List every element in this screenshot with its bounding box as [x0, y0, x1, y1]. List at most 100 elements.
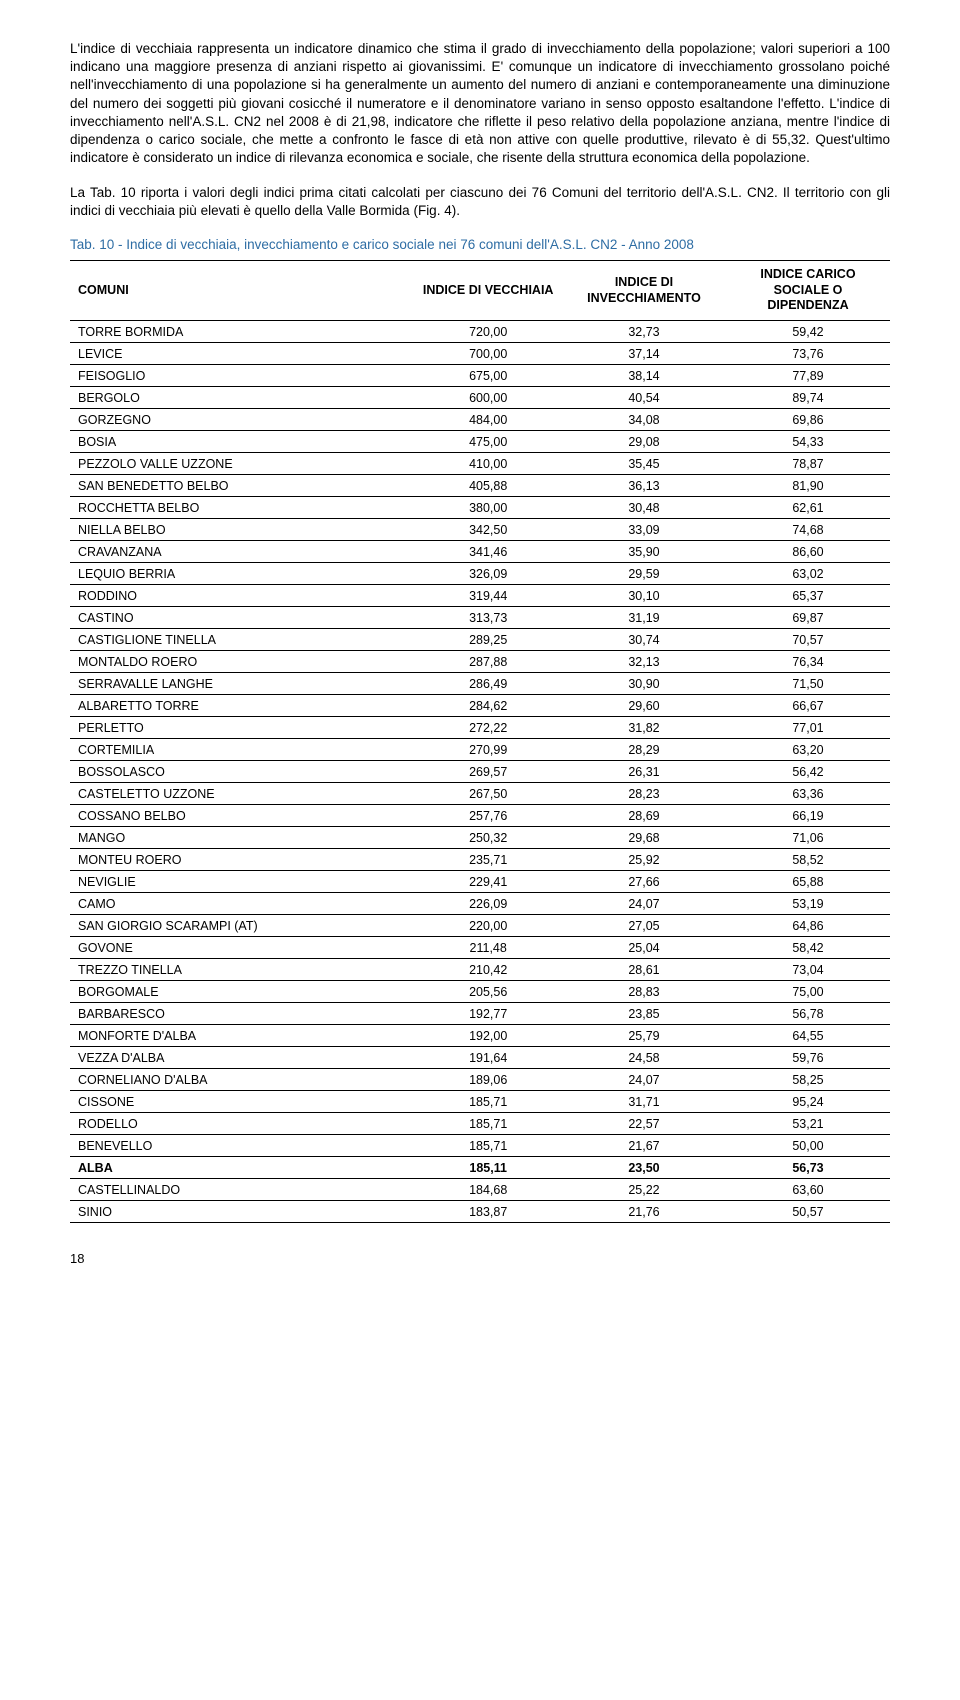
cell-name: PEZZOLO VALLE UZZONE	[70, 453, 414, 475]
cell-name: BERGOLO	[70, 387, 414, 409]
cell-name: MONTALDO ROERO	[70, 651, 414, 673]
cell-name: MONTEU ROERO	[70, 849, 414, 871]
table-row: BOSSOLASCO269,5726,3156,42	[70, 761, 890, 783]
cell-vecchiaia: 600,00	[414, 387, 562, 409]
table-row: MONTEU ROERO235,7125,9258,52	[70, 849, 890, 871]
cell-carico: 64,55	[726, 1025, 890, 1047]
cell-name: ALBARETTO TORRE	[70, 695, 414, 717]
table-row: SAN BENEDETTO BELBO405,8836,1381,90	[70, 475, 890, 497]
cell-vecchiaia: 313,73	[414, 607, 562, 629]
table-row: COSSANO BELBO257,7628,6966,19	[70, 805, 890, 827]
cell-carico: 58,52	[726, 849, 890, 871]
cell-vecchiaia: 250,32	[414, 827, 562, 849]
cell-name: ALBA	[70, 1157, 414, 1179]
table-row: MANGO250,3229,6871,06	[70, 827, 890, 849]
cell-carico: 56,73	[726, 1157, 890, 1179]
cell-vecchiaia: 410,00	[414, 453, 562, 475]
table-row: SERRAVALLE LANGHE286,4930,9071,50	[70, 673, 890, 695]
cell-vecchiaia: 192,77	[414, 1003, 562, 1025]
cell-carico: 69,87	[726, 607, 890, 629]
table-row: PEZZOLO VALLE UZZONE410,0035,4578,87	[70, 453, 890, 475]
cell-invecchiamento: 27,05	[562, 915, 726, 937]
table-row: BORGOMALE205,5628,8375,00	[70, 981, 890, 1003]
cell-vecchiaia: 211,48	[414, 937, 562, 959]
cell-name: CASTELLINALDO	[70, 1179, 414, 1201]
cell-vecchiaia: 720,00	[414, 321, 562, 343]
cell-name: RODDINO	[70, 585, 414, 607]
cell-carico: 50,00	[726, 1135, 890, 1157]
cell-carico: 71,06	[726, 827, 890, 849]
table-row: RODELLO185,7122,5753,21	[70, 1113, 890, 1135]
cell-name: CAMO	[70, 893, 414, 915]
cell-carico: 69,86	[726, 409, 890, 431]
cell-vecchiaia: 226,09	[414, 893, 562, 915]
cell-invecchiamento: 25,92	[562, 849, 726, 871]
table-row: LEQUIO BERRIA326,0929,5963,02	[70, 563, 890, 585]
cell-name: BOSIA	[70, 431, 414, 453]
cell-name: SAN GIORGIO SCARAMPI (AT)	[70, 915, 414, 937]
table-row: RODDINO319,4430,1065,37	[70, 585, 890, 607]
table-row: MONFORTE D'ALBA192,0025,7964,55	[70, 1025, 890, 1047]
table-row: GOVONE211,4825,0458,42	[70, 937, 890, 959]
cell-vecchiaia: 287,88	[414, 651, 562, 673]
cell-carico: 63,20	[726, 739, 890, 761]
table-row: CRAVANZANA341,4635,9086,60	[70, 541, 890, 563]
cell-invecchiamento: 21,67	[562, 1135, 726, 1157]
cell-carico: 89,74	[726, 387, 890, 409]
cell-invecchiamento: 34,08	[562, 409, 726, 431]
table-row: SINIO183,8721,7650,57	[70, 1201, 890, 1223]
table-row: PERLETTO272,2231,8277,01	[70, 717, 890, 739]
cell-name: GOVONE	[70, 937, 414, 959]
cell-invecchiamento: 29,08	[562, 431, 726, 453]
cell-invecchiamento: 31,71	[562, 1091, 726, 1113]
table-row: TORRE BORMIDA720,0032,7359,42	[70, 321, 890, 343]
table-row: BARBARESCO192,7723,8556,78	[70, 1003, 890, 1025]
table-row: NEVIGLIE229,4127,6665,88	[70, 871, 890, 893]
cell-invecchiamento: 22,57	[562, 1113, 726, 1135]
header-carico: INDICE CARICO SOCIALE O DIPENDENZA	[726, 261, 890, 321]
table-row: MONTALDO ROERO287,8832,1376,34	[70, 651, 890, 673]
cell-name: MANGO	[70, 827, 414, 849]
cell-carico: 66,19	[726, 805, 890, 827]
cell-vecchiaia: 272,22	[414, 717, 562, 739]
table-row: ROCCHETTA BELBO380,0030,4862,61	[70, 497, 890, 519]
cell-name: NEVIGLIE	[70, 871, 414, 893]
cell-invecchiamento: 24,07	[562, 893, 726, 915]
cell-invecchiamento: 24,58	[562, 1047, 726, 1069]
cell-vecchiaia: 185,71	[414, 1091, 562, 1113]
cell-invecchiamento: 30,90	[562, 673, 726, 695]
table-row: CISSONE185,7131,7195,24	[70, 1091, 890, 1113]
cell-name: SAN BENEDETTO BELBO	[70, 475, 414, 497]
cell-vecchiaia: 326,09	[414, 563, 562, 585]
table-row: BENEVELLO185,7121,6750,00	[70, 1135, 890, 1157]
table-row: ALBA185,1123,5056,73	[70, 1157, 890, 1179]
cell-carico: 77,01	[726, 717, 890, 739]
table-row: FEISOGLIO675,0038,1477,89	[70, 365, 890, 387]
cell-invecchiamento: 28,83	[562, 981, 726, 1003]
cell-carico: 63,36	[726, 783, 890, 805]
table-row: TREZZO TINELLA210,4228,6173,04	[70, 959, 890, 981]
cell-name: SERRAVALLE LANGHE	[70, 673, 414, 695]
cell-carico: 64,86	[726, 915, 890, 937]
table-row: GORZEGNO484,0034,0869,86	[70, 409, 890, 431]
cell-carico: 53,19	[726, 893, 890, 915]
cell-invecchiamento: 25,22	[562, 1179, 726, 1201]
table-row: CORTEMILIA270,9928,2963,20	[70, 739, 890, 761]
cell-invecchiamento: 29,68	[562, 827, 726, 849]
cell-invecchiamento: 31,19	[562, 607, 726, 629]
cell-carico: 73,04	[726, 959, 890, 981]
cell-name: BOSSOLASCO	[70, 761, 414, 783]
cell-carico: 95,24	[726, 1091, 890, 1113]
table-row: CASTIGLIONE TINELLA289,2530,7470,57	[70, 629, 890, 651]
cell-vecchiaia: 205,56	[414, 981, 562, 1003]
cell-vecchiaia: 286,49	[414, 673, 562, 695]
cell-carico: 78,87	[726, 453, 890, 475]
cell-vecchiaia: 270,99	[414, 739, 562, 761]
cell-name: CASTELETTO UZZONE	[70, 783, 414, 805]
cell-invecchiamento: 25,79	[562, 1025, 726, 1047]
cell-carico: 76,34	[726, 651, 890, 673]
cell-vecchiaia: 380,00	[414, 497, 562, 519]
cell-name: CISSONE	[70, 1091, 414, 1113]
cell-invecchiamento: 31,82	[562, 717, 726, 739]
cell-invecchiamento: 28,69	[562, 805, 726, 827]
